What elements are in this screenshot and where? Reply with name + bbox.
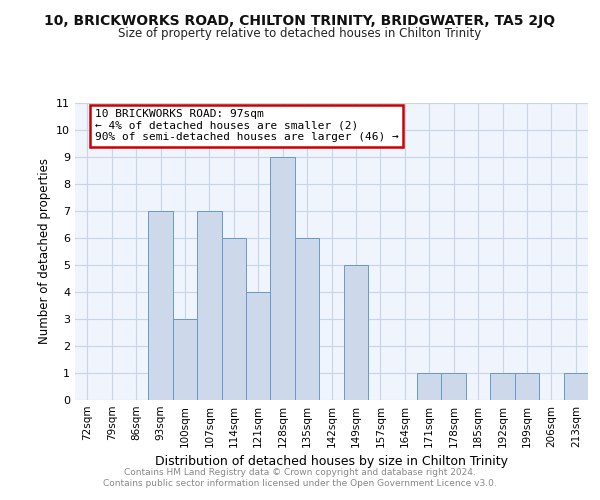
Y-axis label: Number of detached properties: Number of detached properties (38, 158, 50, 344)
X-axis label: Distribution of detached houses by size in Chilton Trinity: Distribution of detached houses by size … (155, 456, 508, 468)
Bar (295, 238, 319, 400)
Bar (148, 210, 173, 400)
Bar (197, 210, 221, 400)
Text: 10, BRICKWORKS ROAD, CHILTON TRINITY, BRIDGWATER, TA5 2JQ: 10, BRICKWORKS ROAD, CHILTON TRINITY, BR… (44, 14, 556, 28)
Text: Contains HM Land Registry data © Crown copyright and database right 2024.
Contai: Contains HM Land Registry data © Crown c… (103, 468, 497, 487)
Bar (442, 373, 466, 400)
Text: 10 BRICKWORKS ROAD: 97sqm
← 4% of detached houses are smaller (2)
90% of semi-de: 10 BRICKWORKS ROAD: 97sqm ← 4% of detach… (95, 110, 398, 142)
Bar (173, 319, 197, 400)
Bar (344, 265, 368, 400)
Bar (221, 238, 246, 400)
Bar (417, 373, 442, 400)
Text: Size of property relative to detached houses in Chilton Trinity: Size of property relative to detached ho… (118, 28, 482, 40)
Bar (490, 373, 515, 400)
Bar (271, 156, 295, 400)
Bar (515, 373, 539, 400)
Bar (563, 373, 588, 400)
Bar (246, 292, 271, 400)
